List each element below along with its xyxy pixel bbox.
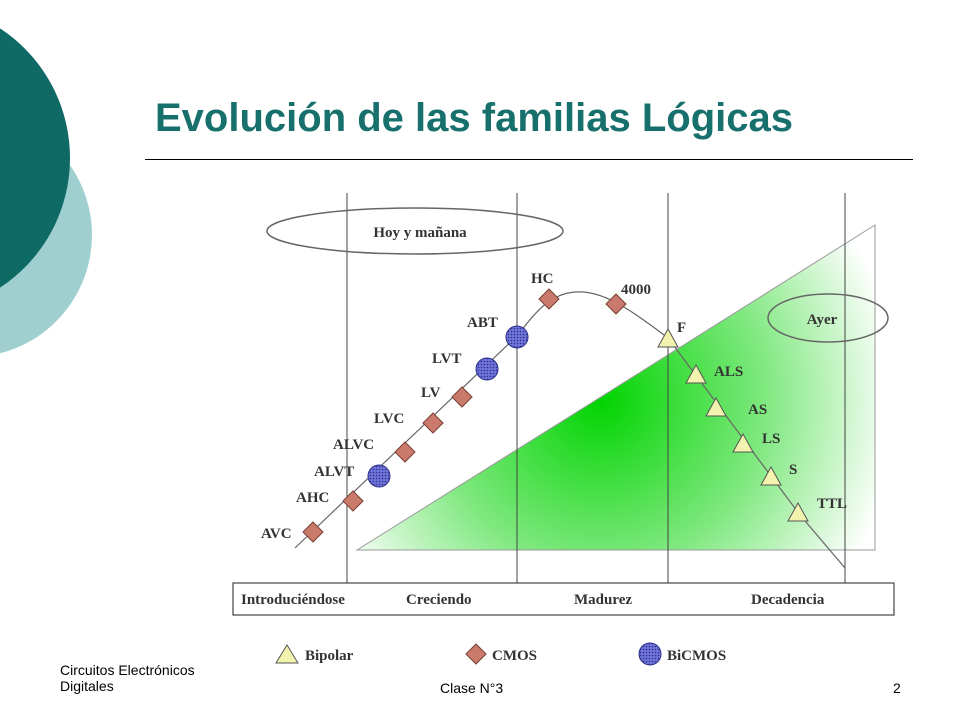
decorative-circle-dark bbox=[0, 28, 70, 288]
family-label: 4000 bbox=[621, 282, 651, 298]
legend-bicmos-circle bbox=[638, 642, 662, 666]
phase-label: Creciendo bbox=[406, 592, 472, 608]
footer-course-line1: Circuitos Electrónicos bbox=[60, 662, 195, 678]
family-label: LS bbox=[762, 431, 780, 447]
footer-class: Clase N°3 bbox=[440, 680, 504, 696]
family-label: LVT bbox=[432, 351, 461, 367]
family-marker-cmos bbox=[538, 288, 560, 310]
footer-page-number: 2 bbox=[893, 680, 901, 696]
family-marker-bipolar bbox=[657, 327, 679, 348]
family-label: ABT bbox=[467, 315, 498, 331]
family-marker-bipolar bbox=[732, 432, 754, 453]
family-marker-cmos bbox=[394, 441, 416, 463]
legend-bipolar-label: Bipolar bbox=[305, 648, 354, 664]
today-ellipse bbox=[266, 207, 564, 255]
footer-course-line2: Digitales bbox=[60, 678, 114, 694]
family-marker-bicmos bbox=[475, 357, 499, 381]
family-marker-bicmos bbox=[505, 325, 529, 349]
life-cycle-curve bbox=[294, 291, 846, 569]
yesterday-ellipse bbox=[767, 293, 889, 343]
phase-bar bbox=[232, 582, 895, 616]
family-marker-cmos bbox=[422, 412, 444, 434]
phase-label: Madurez bbox=[574, 592, 632, 608]
today-label: Hoy y mañana bbox=[373, 225, 467, 241]
family-marker-cmos bbox=[302, 521, 324, 543]
family-marker-bipolar bbox=[760, 465, 782, 486]
family-label: S bbox=[789, 462, 797, 478]
yesterday-label: Ayer bbox=[807, 312, 838, 328]
family-marker-cmos bbox=[342, 490, 364, 512]
legend-bicmos-label: BiCMOS bbox=[667, 648, 726, 664]
family-label: ALVT bbox=[314, 464, 354, 480]
family-label: F bbox=[677, 320, 686, 336]
decline-triangle bbox=[355, 224, 876, 551]
family-label: LV bbox=[421, 385, 441, 401]
phase-label: Decadencia bbox=[751, 592, 825, 608]
slide-title: Evolución de las familias Lógicas bbox=[155, 96, 793, 140]
footer-course: Circuitos Electrónicos Digitales bbox=[60, 662, 260, 694]
family-label: AHC bbox=[296, 490, 329, 506]
family-marker-bipolar bbox=[787, 501, 809, 522]
family-marker-bipolar bbox=[685, 363, 707, 384]
family-label: AS bbox=[748, 402, 767, 418]
family-marker-cmos bbox=[451, 386, 473, 408]
legend-cmos-label: CMOS bbox=[492, 648, 537, 664]
family-label: ALVC bbox=[333, 437, 374, 453]
family-label: HC bbox=[531, 271, 554, 287]
family-label: ALS bbox=[714, 364, 743, 380]
family-label: LVC bbox=[374, 411, 404, 427]
family-label: AVC bbox=[261, 526, 292, 542]
legend-bipolar-triangle bbox=[275, 644, 299, 664]
family-label: TTL bbox=[817, 496, 847, 512]
phase-label: Introduciéndose bbox=[241, 592, 345, 608]
family-marker-cmos bbox=[605, 293, 627, 315]
decorative-circles bbox=[0, 28, 92, 354]
family-marker-bicmos bbox=[367, 464, 391, 488]
legend-cmos-diamond bbox=[465, 643, 487, 665]
title-divider bbox=[145, 159, 913, 160]
family-marker-bipolar bbox=[705, 396, 727, 417]
